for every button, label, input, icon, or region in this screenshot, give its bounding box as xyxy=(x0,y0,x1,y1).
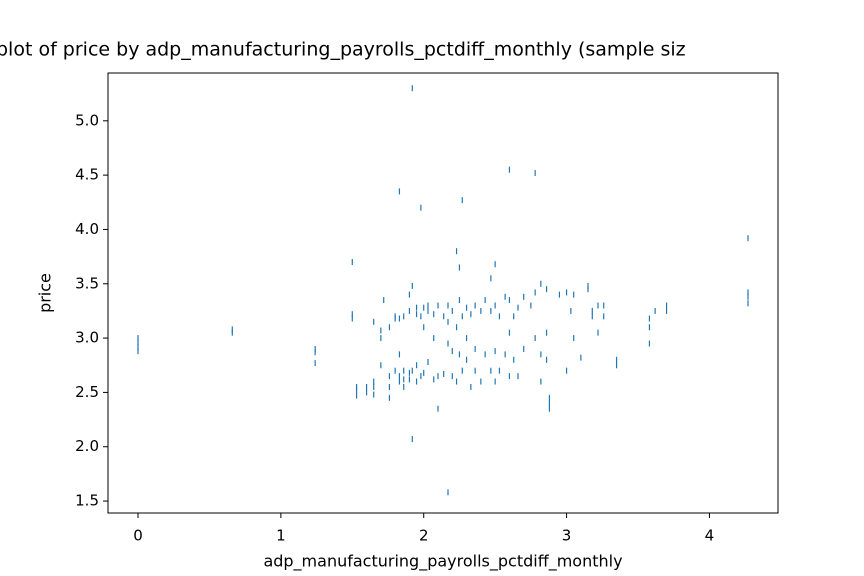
y-tick-label: 1.5 xyxy=(75,492,99,510)
y-tick-label: 2.0 xyxy=(75,437,99,455)
y-tick-label: 4.5 xyxy=(75,166,99,184)
x-tick-label: 3 xyxy=(562,527,572,545)
x-tick-label: 0 xyxy=(133,527,143,545)
y-tick-label: 3.5 xyxy=(75,274,99,292)
y-tick-label: 4.0 xyxy=(75,220,99,238)
y-axis-label: price xyxy=(36,273,55,313)
x-tick-label: 1 xyxy=(276,527,286,545)
x-tick-label: 2 xyxy=(419,527,429,545)
chart-title: plot of price by adp_manufacturing_payro… xyxy=(0,39,686,61)
y-tick-label: 2.5 xyxy=(75,383,99,401)
y-tick-label: 3.0 xyxy=(75,329,99,347)
x-axis-label: adp_manufacturing_payrolls_pctdiff_month… xyxy=(263,552,622,572)
plot-frame xyxy=(107,72,779,514)
y-tick-label: 5.0 xyxy=(75,111,99,129)
x-tick-label: 4 xyxy=(705,527,715,545)
